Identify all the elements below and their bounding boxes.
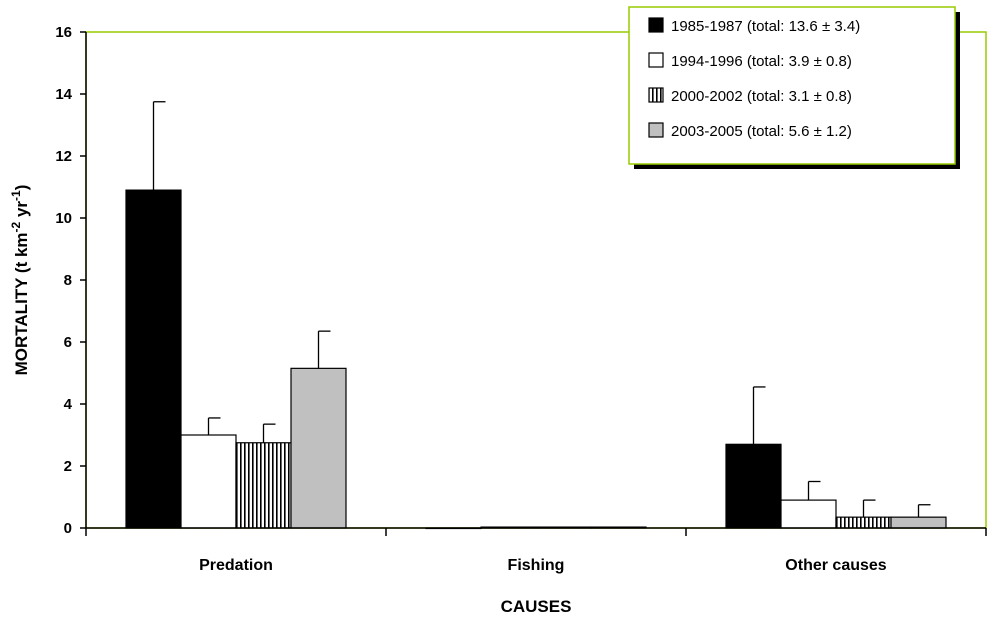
y-axis-title-sup2: -1	[9, 190, 23, 201]
bar-other-causes-series-2	[780, 499, 837, 529]
legend: 1985-1987 (total: 13.6 ± 3.4) 1994-1996 (…	[628, 6, 960, 169]
bar-predation-series-1	[125, 189, 182, 529]
legend-box	[628, 6, 956, 165]
y-tick-label: 6	[64, 334, 72, 351]
y-tick-label: 0	[64, 520, 72, 537]
y-tick-label: 12	[55, 148, 72, 165]
y-tick-label: 8	[64, 272, 72, 289]
y-tick-label: 2	[64, 458, 72, 475]
y-axis-title-end: )	[12, 185, 31, 191]
y-axis-title: MORTALITY (t km-2 yr-1)	[9, 185, 31, 376]
y-axis-title-sup1: -2	[9, 221, 23, 232]
legend-swatch-1	[648, 17, 664, 33]
x-category-label: Fishing	[508, 557, 565, 574]
y-axis-title-main: MORTALITY (t km	[12, 232, 31, 375]
legend-swatch-3	[648, 87, 664, 103]
y-axis-title-mid: yr	[12, 201, 31, 222]
bar-other-causes-series-1	[725, 443, 782, 529]
bar-predation-series-4	[290, 367, 347, 529]
legend-label-1: 1985-1987 (total: 13.6 ± 3.4)	[671, 18, 860, 35]
legend-label-4: 2003-2005 (total: 5.6 ± 1.2)	[671, 123, 852, 140]
bar-other-causes-series-3	[835, 516, 892, 529]
legend-swatch-4	[648, 122, 664, 138]
x-category-label: Other causes	[785, 557, 886, 574]
bar-predation-series-2	[180, 434, 237, 529]
y-tick-label: 14	[55, 86, 72, 103]
bar-predation-series-3	[235, 442, 292, 529]
bar-other-causes-series-4	[890, 516, 947, 529]
y-tick-label: 10	[55, 210, 72, 227]
x-category-label: Predation	[199, 557, 273, 574]
legend-label-3: 2000-2002 (total: 3.1 ± 0.8)	[671, 88, 852, 105]
x-axis-title: CAUSES	[501, 597, 572, 616]
legend-swatch-2	[648, 52, 664, 68]
legend-label-2: 1994-1996 (total: 3.9 ± 0.8)	[671, 53, 852, 70]
y-tick-label: 16	[55, 24, 72, 41]
y-tick-label: 4	[64, 396, 73, 413]
